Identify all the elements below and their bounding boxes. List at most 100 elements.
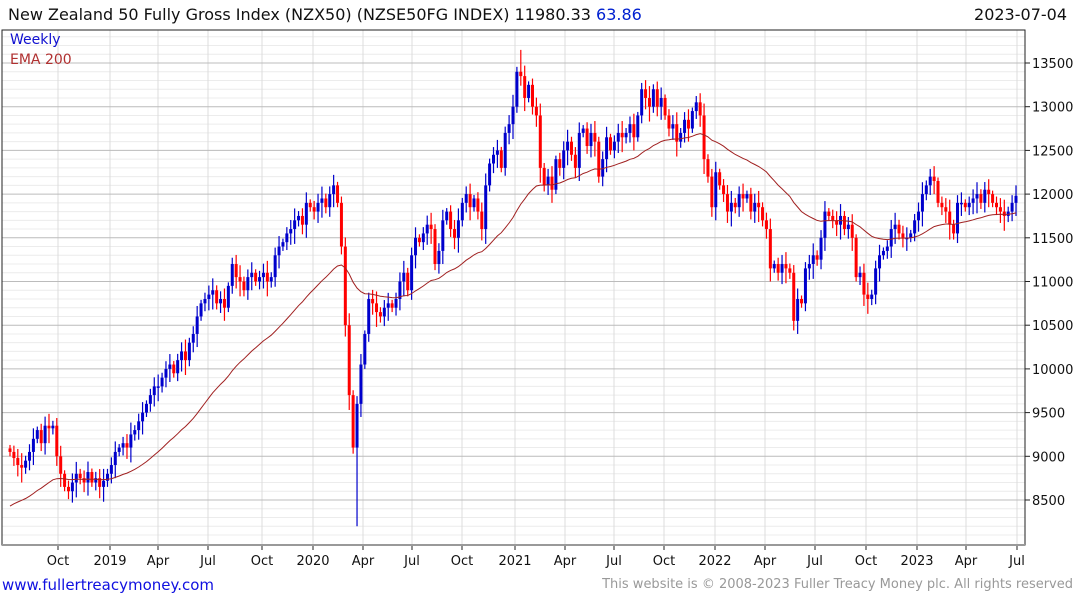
y-tick-label: 8500 [1032, 494, 1065, 509]
candle-down [850, 224, 854, 238]
candle-down [991, 194, 995, 203]
candle-down [12, 451, 16, 459]
candle-up [924, 185, 928, 195]
candle-down [741, 194, 745, 199]
candle-down [593, 132, 597, 142]
candle-up [846, 224, 850, 230]
candle-up [328, 194, 332, 208]
candle-up [117, 447, 121, 452]
candle-up [246, 277, 250, 291]
candle-up [881, 250, 885, 256]
candle-up [601, 159, 605, 177]
title-text: New Zealand 50 Fully Gross Index (NZX50)… [8, 5, 591, 24]
candle-down [351, 395, 355, 448]
candle-up [858, 272, 862, 278]
candle-up [258, 277, 262, 282]
website-link[interactable]: www.fullertreacymoney.com [2, 576, 215, 594]
candle-down [215, 290, 219, 304]
candle-up [811, 255, 815, 265]
candle-up [956, 202, 960, 234]
candle-down [324, 198, 328, 208]
candle-up [612, 141, 616, 151]
candle-up [289, 229, 293, 234]
candle-up [355, 403, 359, 448]
candle-down [733, 202, 737, 208]
y-tick-label: 13000 [1032, 101, 1073, 116]
candle-down [800, 298, 804, 304]
candle-down [183, 351, 187, 361]
candle-up [382, 307, 386, 317]
candle-down [706, 159, 710, 177]
candle-up [967, 202, 971, 208]
candle-down [667, 115, 671, 129]
change-value: 63.86 [596, 5, 642, 24]
candle-up [659, 97, 663, 107]
candle-up [445, 211, 449, 221]
candle-up [402, 272, 406, 282]
candle-up [261, 272, 265, 278]
candle-up [737, 194, 741, 208]
candle-down [55, 425, 59, 457]
candle-down [172, 364, 176, 374]
candle-down [429, 224, 433, 230]
candle-up [285, 233, 289, 243]
candle-down [952, 224, 956, 234]
candle-up [456, 220, 460, 238]
candle-down [468, 194, 472, 208]
candle-down [16, 458, 20, 466]
candle-up [690, 111, 694, 129]
candle-up [121, 443, 125, 448]
candle-up [920, 194, 924, 212]
candle-up [359, 364, 363, 404]
candle-down [499, 150, 503, 168]
candle-up [554, 159, 558, 190]
candle-up [386, 303, 390, 308]
candle-up [421, 233, 425, 243]
candle-up [605, 137, 609, 160]
candle-up [889, 229, 893, 247]
candle-up [168, 364, 172, 369]
candle-down [476, 198, 480, 212]
candle-down [675, 124, 679, 142]
x-tick-label: Oct [251, 554, 273, 569]
x-tick-label: Oct [653, 554, 675, 569]
candle-up [109, 465, 113, 474]
candle-up [581, 128, 585, 133]
candle-up [878, 255, 882, 269]
candle-up [141, 412, 145, 422]
candle-down [1002, 211, 1006, 216]
y-tick-label: 10000 [1032, 363, 1073, 378]
candle-up [819, 237, 823, 260]
candle-down [375, 303, 379, 313]
candle-up [589, 132, 593, 147]
candle-down [854, 237, 858, 278]
candle-up [394, 298, 398, 308]
candle-up [94, 478, 98, 483]
x-tick-label: 2023 [900, 554, 933, 569]
candle-down [901, 233, 905, 238]
candle-up [527, 84, 531, 98]
candle-up [199, 303, 203, 317]
candle-up [398, 281, 402, 299]
x-tick-label: 2019 [93, 554, 126, 569]
candle-up [273, 255, 277, 278]
candle-up [729, 202, 733, 212]
candle-up [269, 277, 273, 282]
x-tick-label: Jul [1008, 554, 1025, 569]
candle-down [862, 272, 866, 295]
candle-down [265, 272, 269, 282]
candle-down [644, 89, 648, 98]
candle-up [160, 377, 164, 387]
candle-down [125, 443, 129, 448]
candle-up [511, 106, 515, 125]
candle-down [82, 478, 86, 483]
candle-down [987, 189, 991, 195]
candle-down [59, 456, 63, 474]
candle-up [753, 202, 757, 212]
candle-up [156, 386, 160, 388]
candle-down [663, 97, 667, 116]
candle-down [835, 220, 839, 225]
candle-up [27, 451, 31, 461]
candle-up [148, 395, 152, 404]
y-tick-label: 9000 [1032, 450, 1065, 465]
